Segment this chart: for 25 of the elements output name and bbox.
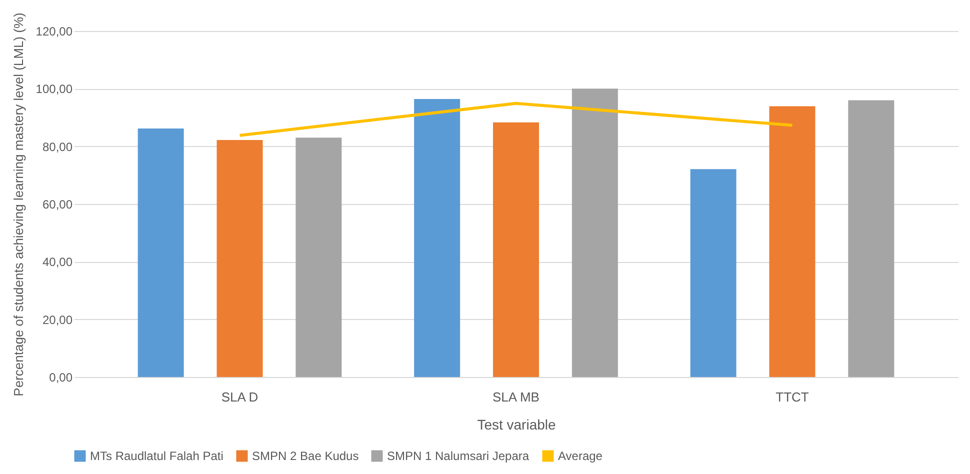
bar [769,106,816,377]
bar [216,140,263,377]
y-tick-label: 60,00 [42,198,73,212]
x-axis-title: Test variable [477,416,556,432]
bar [296,138,342,377]
y-tick-label: 100,00 [36,82,73,96]
bar [493,122,539,377]
y-tick-label: 20,00 [42,312,73,327]
bar [138,128,184,377]
y-axis-title: Percentage of students achieving learning mastery level (LML) (%) [10,12,26,396]
bar [690,169,736,377]
bar [848,100,894,377]
legend-label: Average [558,449,603,463]
y-tick-label: 40,00 [42,255,73,270]
x-tick-label: SLA MB [492,390,540,404]
legend-label: MTs Raudlatul Falah Pati [90,449,224,463]
bar [414,99,460,377]
bar [572,88,618,377]
x-tick-label: SLA D [221,390,258,404]
y-tick-label: 120,00 [36,24,73,38]
legend-label: SMPN 2 Bae Kudus [252,449,359,463]
legend-label: SMPN 1 Nalumsari Jepara [387,449,530,463]
x-tick-label: TTCT [776,390,809,404]
y-tick-label: 80,00 [42,140,73,154]
y-tick-label: 0,00 [49,370,73,384]
